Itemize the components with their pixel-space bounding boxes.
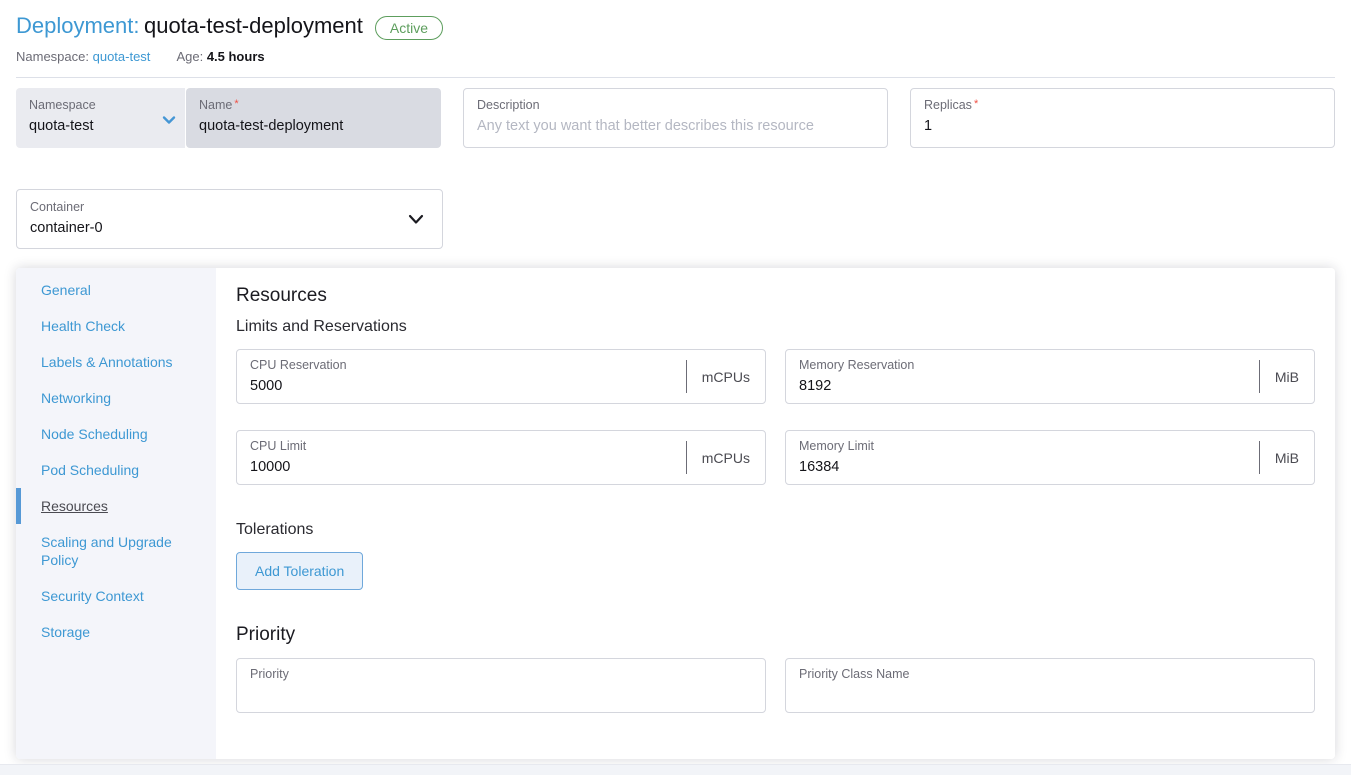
age-value: 4.5 hours [206,49,265,64]
sidebar-tab-label: Health Check [41,318,126,334]
sidebar-tab-label: Storage [41,624,91,640]
sidebar-tab-label: Labels & Annotations [41,354,173,370]
top-form-row: Namespace quota-test Name * quota-test-de… [16,88,1335,148]
sidebar-tab-label: Scaling and Upgrade Policy [41,534,172,568]
description-field[interactable]: Description [463,88,888,148]
field-label: CPU Reservation [250,358,347,372]
cpu-reservation-field[interactable]: CPU Reservation mCPUs [236,349,766,404]
status-badge: Active [374,16,443,40]
resource-kind-label: Deployment: [16,13,140,38]
sidebar-tab-label: Node Scheduling [41,426,148,442]
age-label: Age: [176,49,204,64]
sidebar-tab-label: Resources [41,498,108,514]
required-asterisk: * [234,98,239,110]
sidebar-tab-label: Security Context [41,588,144,604]
container-select[interactable]: Container container-0 [16,189,443,249]
field-input[interactable] [799,378,1246,396]
sidebar-item-storage[interactable]: Storage [16,614,216,650]
field-input[interactable] [799,687,1301,705]
description-input[interactable] [477,118,874,136]
unit-suffix: MiB [1258,360,1314,393]
priority-class-name-field[interactable]: Priority Class Name [785,658,1315,713]
add-toleration-button[interactable]: Add Toleration [236,552,364,590]
resources-section-title: Resources [236,285,327,306]
namespace-select-label: Namespace [29,98,96,112]
sidebar-item-node-scheduling[interactable]: Node Scheduling [16,416,216,452]
field-input[interactable] [799,459,1246,477]
memory-reservation-field[interactable]: Memory Reservation MiB [785,349,1315,404]
limits-fields-grid: CPU Reservation mCPUs Memory Reservation… [236,349,1315,485]
resource-meta: Namespace: quota-test Age: 4.5 hours [16,49,1335,64]
sidebar-item-general[interactable]: General [16,272,216,308]
sidebar-tab-label: General [41,282,91,298]
unit-suffix: MiB [1258,441,1314,474]
sidebar-item-health-check[interactable]: Health Check [16,308,216,344]
deployment-config-card: General Health Check Labels & Annotation… [16,268,1335,759]
field-label: Priority Class Name [799,667,910,681]
unit-suffix: mCPUs [685,360,765,393]
tab-sidebar: General Health Check Labels & Annotation… [16,268,216,759]
page-bottom-strip [0,764,1351,775]
tab-content-resources: Resources Limits and Reservations CPU Re… [216,268,1335,759]
required-asterisk: * [973,98,979,110]
description-field-label: Description [477,98,540,112]
replicas-field-label: Replicas [924,98,972,112]
sidebar-item-pod-scheduling[interactable]: Pod Scheduling [16,452,216,488]
chevron-down-icon[interactable] [406,209,426,229]
name-field: Name * quota-test-deployment [186,88,441,148]
masthead-divider [16,77,1335,78]
field-label: CPU Limit [250,439,307,453]
namespace-select-value: quota-test [29,118,94,134]
sidebar-item-resources[interactable]: Resources [16,488,216,524]
page-title: Deployment: quota-test-deployment Active [16,12,1335,40]
masthead: Deployment: quota-test-deployment Active… [0,0,1351,64]
tolerations-subsection-title: Tolerations [236,521,314,538]
priority-section-title: Priority [236,624,296,645]
resource-name: quota-test-deployment [143,13,363,38]
replicas-input[interactable] [924,118,1321,136]
name-field-label: Name [199,98,233,112]
field-input[interactable] [250,687,752,705]
field-label: Memory Limit [799,439,875,453]
limits-subsection-title: Limits and Reservations [236,318,407,335]
sidebar-item-security-context[interactable]: Security Context [16,578,216,614]
sidebar-tab-label: Networking [41,390,112,406]
chevron-down-icon[interactable] [161,112,177,128]
sidebar-item-networking[interactable]: Networking [16,380,216,416]
field-input[interactable] [250,378,673,396]
namespace-label: Namespace: [16,49,89,64]
priority-fields-grid: Priority Priority Class Name [236,658,1315,713]
sidebar-item-scaling-and-upgrade-policy[interactable]: Scaling and Upgrade Policy [16,524,216,578]
sidebar-item-labels-annotations[interactable]: Labels & Annotations [16,344,216,380]
unit-suffix: mCPUs [685,441,765,474]
field-label: Memory Reservation [799,358,915,372]
container-select-value: container-0 [30,220,103,237]
namespace-link[interactable]: quota-test [92,49,151,64]
priority-field[interactable]: Priority [236,658,766,713]
replicas-field[interactable]: Replicas * [910,88,1335,148]
cpu-limit-field[interactable]: CPU Limit mCPUs [236,430,766,485]
memory-limit-field[interactable]: Memory Limit MiB [785,430,1315,485]
namespace-select[interactable]: Namespace quota-test [16,88,185,148]
container-select-label: Container [30,200,85,215]
name-field-value: quota-test-deployment [199,118,344,134]
field-label: Priority [250,667,289,681]
sidebar-tab-label: Pod Scheduling [41,462,140,478]
field-input[interactable] [250,459,673,477]
